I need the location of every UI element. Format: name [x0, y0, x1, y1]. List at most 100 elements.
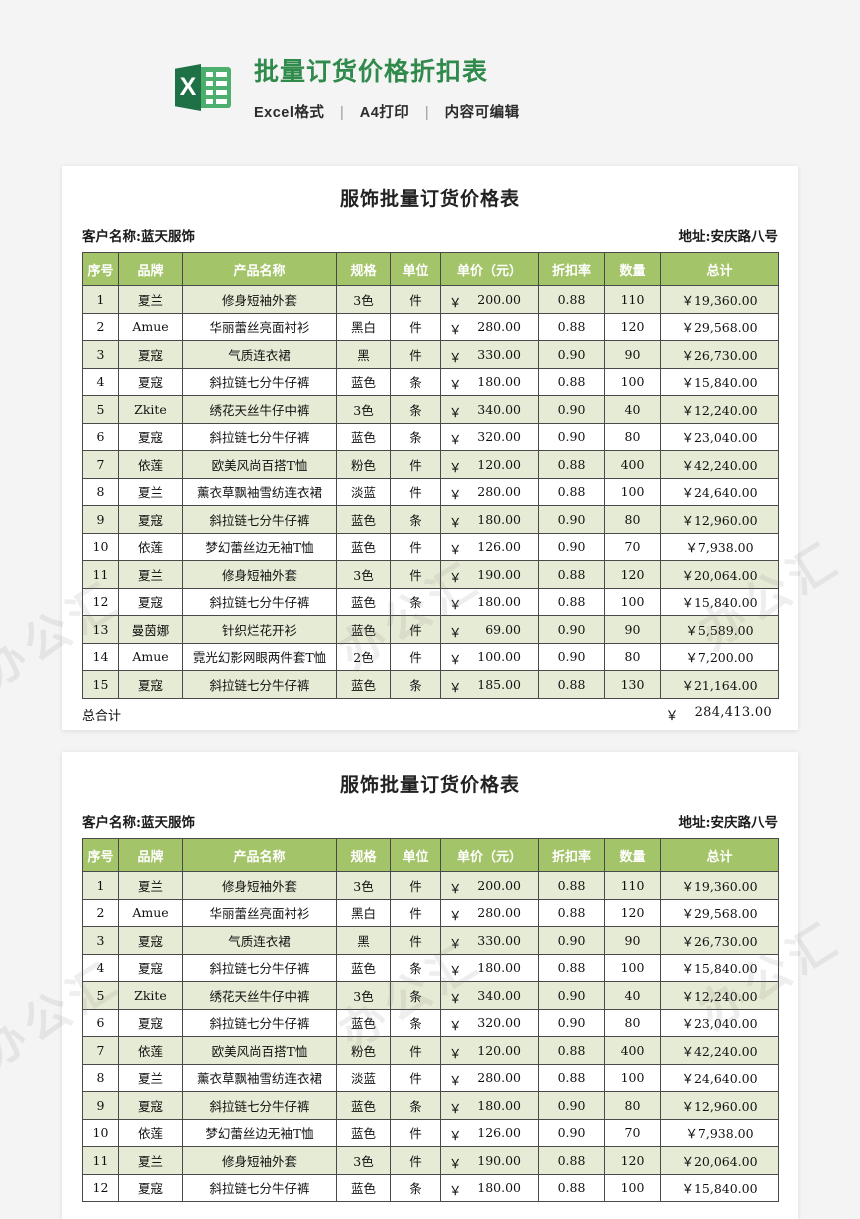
table-row[interactable]: 3 夏寇 气质连衣裙黑件 ￥ 330.00 0.90 90 ￥26,730.00: [82, 340, 779, 369]
cell-discount-rate: 0.90: [538, 642, 605, 671]
cell-no: 7: [82, 450, 119, 479]
table-row[interactable]: 1 夏兰 修身短袖外套 3色件 ￥ 200.00 0.88 110 ￥19,360.00: [82, 871, 779, 900]
excel-icon-letter: X: [179, 73, 197, 101]
cell-total: ￥26,730.00: [660, 926, 779, 955]
cell-spec: 蓝色: [336, 587, 391, 616]
cell-unit: 条: [390, 1173, 441, 1202]
cell-total: ￥20,064.00: [660, 1146, 779, 1175]
cell-quantity: 90: [604, 340, 661, 369]
sheet-preview-1[interactable]: 服饰批量订货价格表 客户名称:蓝天服饰 地址:安庆路八号 序号 品牌 产品名称 …: [62, 166, 798, 730]
table-row[interactable]: 9 夏寇 斜拉链七分牛仔裤 蓝色条 ￥ 180.00 0.90 80 ￥12,960.00: [82, 1091, 779, 1120]
cell-discount-rate: 0.88: [538, 587, 605, 616]
cell-brand: 夏兰: [118, 477, 183, 506]
cell-unit-price: ￥ 280.00: [440, 1063, 539, 1092]
cell-unit-price: ￥ 320.00: [440, 422, 539, 451]
table-row[interactable]: 15 夏寇 斜拉链七分牛仔裤 蓝色条 ￥ 185.00 0.88 130 ￥21,164.00: [82, 670, 779, 699]
currency-symbol: ￥: [449, 294, 462, 310]
table-body[interactable]: 1 夏兰 修身短袖外套 3色件 ￥ 200.00 0.88 110 ￥19,360.00 2 Amu…: [82, 871, 779, 1202]
cell-unit-price: ￥ 69.00: [440, 615, 539, 644]
cell-discount-rate: 0.88: [538, 1146, 605, 1175]
cell-quantity: 80: [604, 422, 661, 451]
cell-spec: 3色: [336, 560, 391, 589]
price-table[interactable]: 序号 品牌 产品名称 规格 单位 单价（元） 折扣率 数量 总计 1 夏兰 修身短袖…: [82, 252, 779, 699]
unit-price-value: 180.00: [477, 594, 521, 610]
cell-unit-price: ￥ 320.00: [440, 1008, 539, 1037]
cell-total: ￥12,960.00: [660, 1091, 779, 1120]
cell-unit: 条: [390, 422, 441, 451]
cell-brand: Amue: [118, 312, 183, 341]
cell-total: ￥24,640.00: [660, 1063, 779, 1092]
table-body[interactable]: 1 夏兰 修身短袖外套 3色件 ￥ 200.00 0.88 110 ￥19,360.00 2 Amu…: [82, 285, 779, 699]
cell-spec: 蓝色: [336, 367, 391, 396]
currency-symbol: ￥: [449, 1018, 462, 1034]
cell-discount-rate: 0.90: [538, 981, 605, 1010]
table-row[interactable]: 10 依莲 梦幻蕾丝边无袖T恤 蓝色件 ￥ 126.00 0.90 70 ￥7,938.00: [82, 532, 779, 561]
unit-price-value: 190.00: [477, 566, 521, 582]
sheet-preview-2[interactable]: 服饰批量订货价格表 客户名称:蓝天服饰 地址:安庆路八号 序号 品牌 产品名称 …: [62, 752, 798, 1219]
cell-product-name: 斜拉链七分牛仔裤: [182, 1173, 337, 1202]
cell-no: 14: [82, 642, 119, 671]
table-row[interactable]: 6 夏寇 斜拉链七分牛仔裤 蓝色条 ￥ 320.00 0.90 80 ￥23,040.00: [82, 422, 779, 451]
col-header-brand: 品牌: [118, 252, 183, 286]
table-row[interactable]: 5 Zkite 绣花天丝牛仔中裤 3色条 ￥ 340.00 0.90 40 ￥12,240.00: [82, 981, 779, 1010]
cell-no: 4: [82, 367, 119, 396]
cell-total: ￥42,240.00: [660, 450, 779, 479]
address: 地址:安庆路八号: [678, 815, 778, 831]
table-row[interactable]: 10 依莲 梦幻蕾丝边无袖T恤 蓝色件 ￥ 126.00 0.90 70 ￥7,938.00: [82, 1118, 779, 1147]
cell-no: 12: [82, 1173, 119, 1202]
cell-unit-price: ￥ 185.00: [440, 670, 539, 699]
unit-price-value: 180.00: [477, 1180, 521, 1196]
cell-discount-rate: 0.90: [538, 505, 605, 534]
table-row[interactable]: 2 Amue 华丽蕾丝亮面衬衫 黑白件 ￥ 280.00 0.88 120 ￥29,568.00: [82, 312, 779, 341]
cell-unit: 件: [390, 642, 441, 671]
table-row[interactable]: 7 依莲 欧美风尚百搭T恤 粉色件 ￥ 120.00 0.88 400 ￥42,240.00: [82, 1036, 779, 1065]
cell-brand: 夏寇: [118, 1008, 183, 1037]
cell-spec: 粉色: [336, 1036, 391, 1065]
table-row[interactable]: 3 夏寇 气质连衣裙黑件 ￥ 330.00 0.90 90 ￥26,730.00: [82, 926, 779, 955]
cell-brand: Amue: [118, 898, 183, 927]
cell-product-name: 梦幻蕾丝边无袖T恤: [182, 532, 337, 561]
table-row[interactable]: 8 夏兰 薰衣草飘袖雪纺连衣裙 淡蓝件 ￥ 280.00 0.88 100 ￥24,640.00: [82, 1063, 779, 1092]
table-row[interactable]: 8 夏兰 薰衣草飘袖雪纺连衣裙 淡蓝件 ￥ 280.00 0.88 100 ￥24,640.00: [82, 477, 779, 506]
cell-total: ￥12,240.00: [660, 981, 779, 1010]
cell-quantity: 100: [604, 367, 661, 396]
table-row[interactable]: 2 Amue 华丽蕾丝亮面衬衫 黑白件 ￥ 280.00 0.88 120 ￥29,568.00: [82, 898, 779, 927]
cell-product-name: 修身短袖外套: [182, 285, 337, 314]
cell-brand: 夏寇: [118, 505, 183, 534]
price-table[interactable]: 序号 品牌 产品名称 规格 单位 单价（元） 折扣率 数量 总计 1 夏兰 修身短袖…: [82, 838, 779, 1202]
table-row[interactable]: 9 夏寇 斜拉链七分牛仔裤 蓝色条 ￥ 180.00 0.90 80 ￥12,960.00: [82, 505, 779, 534]
cell-product-name: 斜拉链七分牛仔裤: [182, 587, 337, 616]
grand-total-row: 总合计 ￥ 284,413.00: [82, 699, 778, 724]
cell-product-name: 华丽蕾丝亮面衬衫: [182, 312, 337, 341]
unit-price-value: 180.00: [477, 1097, 521, 1113]
cell-product-name: 霓光幻影网眼两件套T恤: [182, 642, 337, 671]
table-row[interactable]: 4 夏寇 斜拉链七分牛仔裤 蓝色条 ￥ 180.00 0.88 100 ￥15,840.00: [82, 367, 779, 396]
cell-spec: 蓝色: [336, 615, 391, 644]
cell-unit: 件: [390, 340, 441, 369]
table-row[interactable]: 12 夏寇 斜拉链七分牛仔裤 蓝色条 ￥ 180.00 0.88 100 ￥15,840.00: [82, 587, 779, 616]
cell-brand: Zkite: [118, 395, 183, 424]
table-row[interactable]: 7 依莲 欧美风尚百搭T恤 粉色件 ￥ 120.00 0.88 400 ￥42,240.00: [82, 450, 779, 479]
cell-product-name: 欧美风尚百搭T恤: [182, 1036, 337, 1065]
table-row[interactable]: 11 夏兰 修身短袖外套 3色件 ￥ 190.00 0.88 120 ￥20,064.00: [82, 560, 779, 589]
cell-brand: 依莲: [118, 450, 183, 479]
unit-price-value: 120.00: [477, 456, 521, 472]
table-row[interactable]: 6 夏寇 斜拉链七分牛仔裤 蓝色条 ￥ 320.00 0.90 80 ￥23,040.00: [82, 1008, 779, 1037]
table-row[interactable]: 4 夏寇 斜拉链七分牛仔裤 蓝色条 ￥ 180.00 0.88 100 ￥15,840.00: [82, 953, 779, 982]
cell-discount-rate: 0.90: [538, 1091, 605, 1120]
cell-spec: 蓝色: [336, 953, 391, 982]
col-header-no: 序号: [82, 838, 119, 872]
table-row[interactable]: 11 夏兰 修身短袖外套 3色件 ￥ 190.00 0.88 120 ￥20,064.00: [82, 1146, 779, 1175]
table-row[interactable]: 13 曼茵娜 针织烂花开衫 蓝色件 ￥ 69.00 0.90 90 ￥5,589.00: [82, 615, 779, 644]
table-row[interactable]: 12 夏寇 斜拉链七分牛仔裤 蓝色条 ￥ 180.00 0.88 100 ￥15,840.00: [82, 1173, 779, 1202]
cell-no: 3: [82, 926, 119, 955]
table-head: 序号 品牌 产品名称 规格 单位 单价（元） 折扣率 数量 总计: [82, 838, 779, 872]
table-row[interactable]: 14 Amue 霓光幻影网眼两件套T恤 2色件 ￥ 100.00 0.90 80 ￥7,200.…: [82, 642, 779, 671]
table-row[interactable]: 1 夏兰 修身短袖外套 3色件 ￥ 200.00 0.88 110 ￥19,360.00: [82, 285, 779, 314]
cell-quantity: 400: [604, 1036, 661, 1065]
table-row[interactable]: 5 Zkite 绣花天丝牛仔中裤 3色条 ￥ 340.00 0.90 40 ￥12,240.00: [82, 395, 779, 424]
cell-total: ￥20,064.00: [660, 560, 779, 589]
cell-brand: 夏寇: [118, 422, 183, 451]
unit-price-value: 180.00: [477, 511, 521, 527]
cell-product-name: 针织烂花开衫: [182, 615, 337, 644]
